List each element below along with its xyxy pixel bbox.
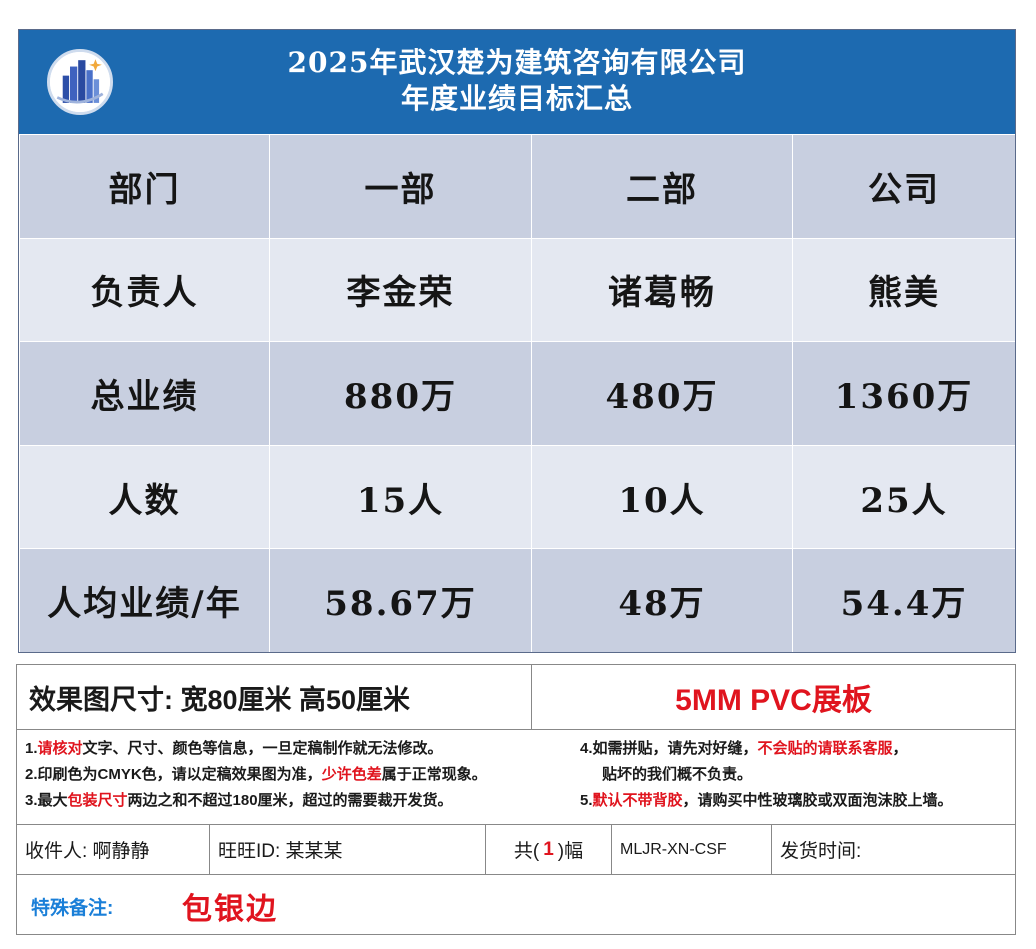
notice-highlight: 默认不带背胶 — [592, 792, 683, 809]
notice-highlight: 请核对 — [37, 740, 83, 757]
board-title-line2: 年度业绩目标汇总 — [400, 82, 633, 115]
recipient-field: 收件人: 啊静静 — [17, 825, 210, 874]
product-code: MLJR-XN-CSF — [612, 825, 772, 874]
quantity-field: 共(1)幅 — [486, 825, 612, 874]
notice-text: 1. — [25, 740, 38, 757]
quantity-value: 1 — [543, 838, 554, 860]
table-cell: 一部 — [269, 134, 532, 239]
wangwang-id-field: 旺旺ID: 某某某 — [210, 825, 486, 874]
notice-text: 2.印刷色为CMYK色，请以定稿效果图为准， — [25, 766, 322, 783]
size-text: 效果图尺寸: 宽80厘米 高50厘米 — [29, 684, 411, 715]
board-title-line1: 2025年武汉楚为建筑咨询有限公司 — [287, 46, 747, 79]
special-remark-row: 特殊备注: 包银边 — [17, 875, 1015, 934]
table-cell: 二部 — [531, 134, 793, 239]
table-row-manager: 负责人 李金荣 诸葛畅 熊美 — [19, 237, 1015, 343]
ship-time-field: 发货时间: — [780, 841, 862, 862]
table-cell: 1360万 — [792, 341, 1015, 446]
row-label: 总业绩 — [19, 341, 270, 446]
row-label: 负责人 — [19, 237, 270, 343]
table-cell: 李金荣 — [269, 237, 532, 343]
table-row-department: 部门 一部 二部 公司 — [19, 134, 1015, 239]
notice-text: 文字、尺寸、颜色等信息，一旦定稿制作就无法修改。 — [82, 740, 443, 757]
table-row-per-capita: 人均业绩/年 58.67万 48万 54.4万 — [19, 548, 1015, 652]
notice-list: 1.请核对文字、尺寸、颜色等信息，一旦定稿制作就无法修改。 2.印刷色为CMYK… — [17, 730, 1015, 825]
shipping-info-row: 收件人: 啊静静 旺旺ID: 某某某 共(1)幅 MLJR-XN-CSF 发货时… — [17, 825, 1015, 875]
board-header: 2025年武汉楚为建筑咨询有限公司 年度业绩目标汇总 — [19, 30, 1015, 134]
table-cell: 480万 — [531, 341, 793, 446]
table-cell: 诸葛畅 — [531, 237, 793, 343]
notice-text: 两边之和不超过180厘米，超过的需要裁开发货。 — [127, 792, 453, 809]
notice-highlight: 包装尺寸 — [67, 792, 128, 809]
notice-text: ，请购买中性玻璃胶或双面泡沫胶上墙。 — [682, 792, 953, 809]
notice-item-2: 2.印刷色为CMYK色，请以定稿效果图为准，少许色差属于正常现象。 — [25, 766, 487, 784]
performance-table: 部门 一部 二部 公司 负责人 李金荣 诸葛畅 熊美 总业绩 880万 480万… — [19, 134, 1015, 652]
city-buildings-logo-icon — [47, 49, 113, 115]
table-cell: 58.67万 — [269, 548, 532, 652]
notice-item-4-line2: 贴坏的我们概不负责。 — [602, 766, 753, 783]
notice-highlight: 少许色差 — [321, 766, 382, 783]
quantity-prefix: 共( — [513, 841, 540, 862]
row-label: 人均业绩/年 — [19, 548, 270, 652]
row-label: 部门 — [19, 134, 270, 239]
notice-item-4: 4.如需拼贴，请先对好缝，不会贴的请联系客服， — [580, 740, 908, 758]
notice-text: 5. — [580, 792, 593, 809]
material-text: 5MM PVC展板 — [675, 684, 872, 717]
quantity-suffix: )幅 — [557, 841, 584, 862]
target-board: 2025年武汉楚为建筑咨询有限公司 年度业绩目标汇总 部门 一部 二部 公司 负… — [18, 29, 1016, 653]
notice-text: 4.如需拼贴，请先对好缝， — [580, 740, 758, 757]
notice-highlight: 不会贴的请联系客服 — [757, 740, 893, 757]
notice-text: 属于正常现象。 — [381, 766, 487, 783]
table-cell: 54.4万 — [792, 548, 1015, 652]
table-cell: 48万 — [531, 548, 793, 652]
order-info-card: 效果图尺寸: 宽80厘米 高50厘米 5MM PVC展板 1.请核对文字、尺寸、… — [16, 664, 1016, 935]
table-cell: 25人 — [792, 444, 1015, 550]
size-cell: 效果图尺寸: 宽80厘米 高50厘米 — [17, 665, 532, 729]
notice-item-1: 1.请核对文字、尺寸、颜色等信息，一旦定稿制作就无法修改。 — [25, 740, 443, 758]
row-label: 人数 — [19, 444, 270, 550]
notice-text: 3.最大 — [25, 792, 68, 809]
remark-label: 特殊备注: — [31, 898, 114, 919]
table-cell: 熊美 — [792, 237, 1015, 343]
remark-value: 包银边 — [182, 892, 278, 927]
table-cell: 15人 — [269, 444, 532, 550]
table-cell: 公司 — [792, 134, 1015, 239]
notice-item-5: 5.默认不带背胶，请购买中性玻璃胶或双面泡沫胶上墙。 — [580, 792, 953, 810]
board-title: 2025年武汉楚为建筑咨询有限公司 年度业绩目标汇总 — [139, 45, 895, 117]
table-cell: 880万 — [269, 341, 532, 446]
table-row-headcount: 人数 15人 10人 25人 — [19, 444, 1015, 550]
material-cell: 5MM PVC展板 — [532, 665, 1015, 729]
size-row: 效果图尺寸: 宽80厘米 高50厘米 5MM PVC展板 — [17, 665, 1015, 730]
table-row-total-performance: 总业绩 880万 480万 1360万 — [19, 341, 1015, 446]
table-cell: 10人 — [531, 444, 793, 550]
notice-item-3: 3.最大包装尺寸两边之和不超过180厘米，超过的需要裁开发货。 — [25, 792, 453, 810]
notice-text: ， — [892, 740, 908, 757]
